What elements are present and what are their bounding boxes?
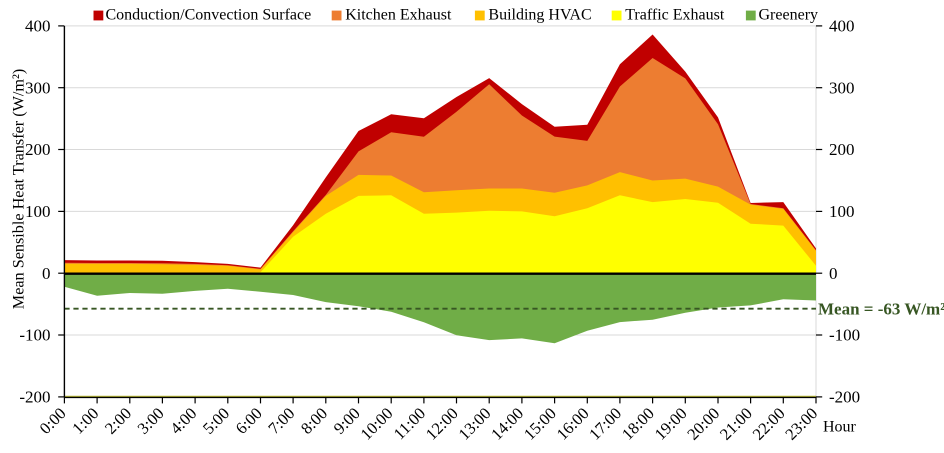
svg-text:200: 200 bbox=[25, 140, 51, 159]
svg-text:Traffic Exhaust: Traffic Exhaust bbox=[625, 7, 725, 24]
svg-text:Hour: Hour bbox=[823, 419, 857, 436]
svg-text:0: 0 bbox=[829, 264, 838, 283]
svg-text:200: 200 bbox=[829, 140, 855, 159]
svg-text:-200: -200 bbox=[829, 388, 860, 407]
svg-text:100: 100 bbox=[25, 202, 51, 221]
svg-text:Greenery: Greenery bbox=[759, 7, 819, 24]
svg-text:300: 300 bbox=[25, 78, 51, 97]
svg-text:-200: -200 bbox=[19, 388, 50, 407]
svg-text:-100: -100 bbox=[829, 326, 860, 345]
svg-text:100: 100 bbox=[829, 202, 855, 221]
svg-text:400: 400 bbox=[25, 17, 51, 36]
svg-text:Kitchen Exhaust: Kitchen Exhaust bbox=[345, 7, 452, 24]
svg-text:Conduction/Convection Surface: Conduction/Convection Surface bbox=[106, 7, 312, 24]
svg-text:0: 0 bbox=[42, 264, 51, 283]
svg-text:300: 300 bbox=[829, 78, 855, 97]
svg-text:Mean Sensible Heat Transfer (W: Mean Sensible Heat Transfer (W/m²) bbox=[10, 69, 28, 309]
svg-text:Mean = -63 W/m²: Mean = -63 W/m² bbox=[818, 300, 944, 319]
svg-text:Building HVAC: Building HVAC bbox=[488, 7, 591, 24]
svg-text:400: 400 bbox=[829, 17, 855, 36]
svg-text:-100: -100 bbox=[19, 326, 50, 345]
